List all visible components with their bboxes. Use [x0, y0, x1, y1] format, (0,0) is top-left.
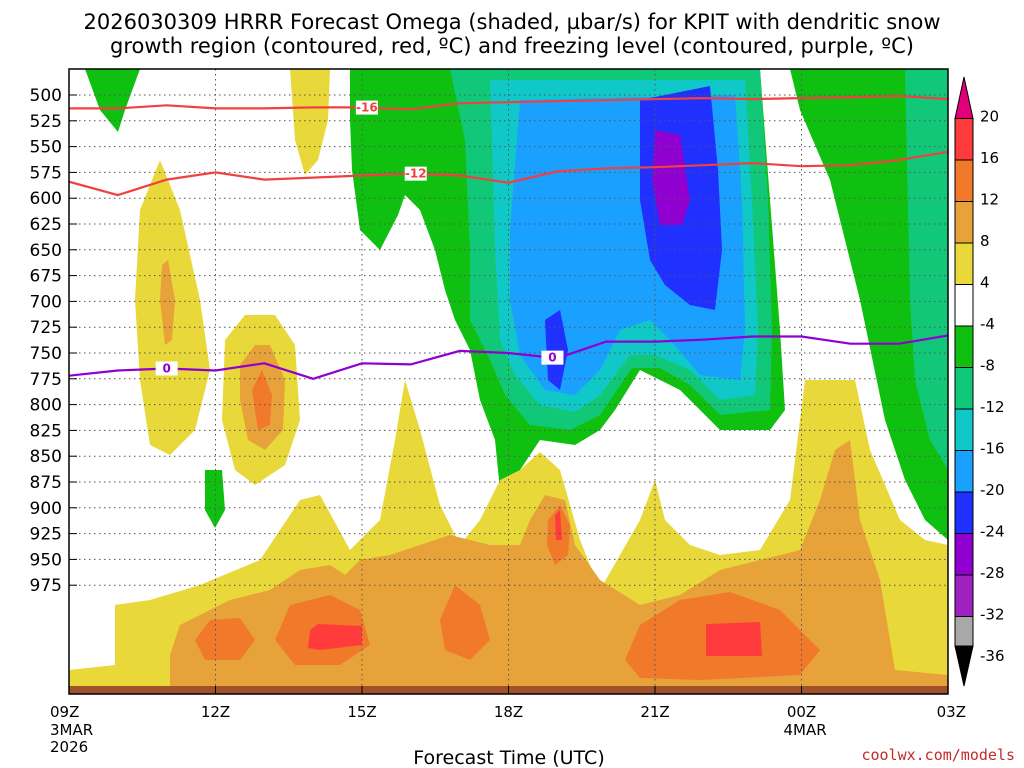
contour-lines: -16 -12 0 0 [69, 94, 948, 380]
colorbar: 20 16 12 8 4 -4 -8 -12 -16 -20 -24 -28 -32 -36 [954, 76, 1005, 687]
series-label-2: 0 [162, 361, 170, 375]
series-line-2 [69, 334, 948, 380]
colorbar-label: -36 [980, 647, 1005, 665]
series-label-2: 0 [548, 351, 556, 365]
plot-area: -16 -12 0 0 [69, 69, 948, 694]
y-tick-label: 625 [30, 215, 62, 235]
x-tick-label: 09Z [50, 703, 79, 721]
colorbar-bin [954, 159, 974, 202]
y-tick-label: 575 [30, 163, 62, 183]
colorbar-under-arrow [954, 645, 974, 687]
omega-region-red-b [706, 622, 762, 656]
series-label-0: -16 [356, 101, 378, 115]
colorbar-bin [954, 325, 974, 368]
omega-region-teal-right [905, 69, 948, 470]
y-tick-label: 800 [30, 396, 62, 416]
colorbar-bin [954, 616, 974, 647]
x-tick-label: 21Z [640, 703, 669, 721]
series-label-bg [541, 350, 564, 365]
colorbar-label: 12 [980, 191, 999, 209]
colorbar-bin [954, 533, 974, 576]
colorbar-label: 4 [980, 274, 990, 292]
omega-region-orange-c [440, 585, 490, 660]
y-tick-label: 750 [30, 344, 62, 364]
colorbar-label: 16 [980, 149, 999, 167]
colorbar-label: -4 [980, 315, 995, 333]
colorbar-label: -8 [980, 357, 995, 375]
series-line-1 [69, 150, 948, 197]
colorbar-label: -20 [980, 481, 1005, 499]
colorbar-bin [954, 242, 974, 285]
x-tick-label: 00Z [787, 703, 816, 721]
colorbar-bin [954, 408, 974, 451]
colorbar-label: 20 [980, 108, 999, 126]
chart-title-line1: 2026030309 HRRR Forecast Omega (shaded, … [84, 10, 941, 34]
series-label-bg [355, 100, 378, 115]
x-tick-label: 15Z [347, 703, 376, 721]
y-tick-label: 725 [30, 318, 62, 338]
colorbar-label: -28 [980, 564, 1005, 582]
omega-region-purple [652, 130, 690, 225]
y-tick-label: 700 [30, 292, 62, 312]
grid [69, 69, 948, 694]
series-line-0 [69, 94, 948, 111]
colorbar-bin [954, 201, 974, 244]
omega-region-red-a [308, 624, 362, 650]
x-tick-date: 3MAR [50, 721, 93, 739]
omega-region-blue-2 [545, 310, 568, 390]
y-tick-label: 775 [30, 370, 62, 390]
omega-region-orange-f [252, 370, 272, 430]
colorbar-bin [954, 450, 974, 493]
y-tick-label: 500 [30, 86, 62, 106]
x-tick-label: 03Z [937, 703, 966, 721]
omega-region-orange-a [195, 618, 255, 660]
y-tick-label: 550 [30, 138, 62, 158]
y-tick-label: 950 [30, 550, 62, 570]
series-label-1: -12 [405, 167, 427, 181]
colorbar-over-arrow [954, 76, 974, 119]
colorbar-label: 8 [980, 232, 990, 250]
omega-region-green-left [85, 69, 140, 132]
colorbar-bin [954, 574, 974, 617]
y-tick-label: 975 [30, 576, 62, 596]
chart-title-line2: growth region (contoured, red, ºC) and f… [110, 34, 914, 58]
y-tick-label: 525 [30, 112, 62, 132]
y-tick-label: 600 [30, 189, 62, 209]
y-tick-label: 825 [30, 421, 62, 441]
y-tick-label: 650 [30, 241, 62, 261]
y-tick-label: 850 [30, 447, 62, 467]
colorbar-bin [954, 118, 974, 161]
colorbar-bin [954, 367, 974, 410]
y-tick-label: 900 [30, 499, 62, 519]
omega-region-red-c [555, 510, 562, 540]
credit-text: coolwx.com/models [861, 746, 1015, 764]
y-axis: 500 525 550 575 600 625 650 675 700 725 750 775 800 8… [30, 86, 77, 596]
x-axis-title: Forecast Time (UTC) [413, 747, 604, 768]
y-tick-label: 925 [30, 525, 62, 545]
omega-region-gold-left [160, 260, 175, 345]
y-tick-label: 675 [30, 267, 62, 287]
y-tick-label: 875 [30, 473, 62, 493]
x-tick-label: 12Z [201, 703, 230, 721]
x-tick-date: 4MAR [784, 721, 827, 739]
colorbar-label: -32 [980, 606, 1005, 624]
series-label-bg [155, 361, 178, 376]
x-tick-year: 2026 [50, 738, 88, 756]
x-tick-label: 18Z [494, 703, 523, 721]
colorbar-label: -12 [980, 398, 1005, 416]
colorbar-bin [954, 284, 974, 327]
series-label-bg [404, 166, 427, 181]
colorbar-label: -16 [980, 440, 1005, 458]
colorbar-bin [954, 491, 974, 534]
colorbar-label: -24 [980, 523, 1005, 541]
